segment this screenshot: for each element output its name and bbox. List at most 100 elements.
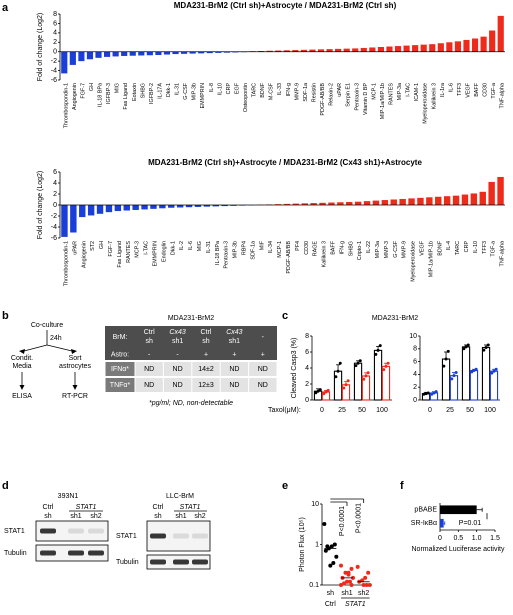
x-tick-label: TARC	[455, 241, 461, 255]
x-tick-label: RANTES	[388, 83, 394, 105]
x-tick-label: EMMPRIN	[152, 241, 158, 267]
x-tick-label: uPAR	[337, 83, 343, 97]
y-tick-label: SR-IκBα	[411, 520, 437, 527]
x-tick-label: Angiogenin	[81, 241, 87, 268]
y-tick-label: -6	[51, 77, 57, 84]
x-tick-label: Resistin	[311, 83, 317, 102]
diagram-node: astrocytes	[59, 363, 91, 370]
x-tick-label: Angiogenin	[72, 83, 78, 110]
bar	[96, 205, 104, 214]
bar	[394, 46, 402, 52]
data-point	[316, 389, 320, 393]
x-tick-label: IL-10	[217, 83, 223, 95]
table-cell-bg	[135, 378, 163, 392]
x-tick-label: CRP	[464, 241, 470, 253]
x-tick-label: GH	[99, 241, 105, 249]
bar	[181, 51, 188, 54]
data-point	[338, 361, 342, 365]
x-tick-label: I-TAC	[144, 241, 150, 255]
x-tick-label: IL-10	[473, 241, 479, 253]
bar	[69, 51, 76, 65]
y-tick-label: 1	[315, 541, 319, 548]
diagram-node: ELISA	[12, 393, 32, 400]
y-tick-label: 4	[305, 365, 309, 372]
x-tick-label: VEGF	[419, 240, 425, 255]
table-header-cell: +	[261, 351, 265, 358]
data-point	[430, 392, 434, 396]
y-tick-label: 8	[53, 11, 57, 18]
x-tick-label: 0.5	[453, 535, 463, 542]
x-tick-label: BDNF	[437, 240, 443, 255]
x-tick-label: TFF3	[482, 241, 488, 254]
diagram-node: Media	[12, 363, 31, 370]
table-cell-bg	[220, 378, 249, 392]
x-tick-label: IFN-g	[339, 241, 345, 254]
x-tick-label: MMP-9	[294, 83, 300, 100]
x-tick-label: TFF3	[457, 83, 463, 96]
y-tick-label: -2	[51, 58, 57, 65]
chart-title: MDA231-BrM2 (Ctrl sh)+Astrocyte / MDA231…	[148, 158, 422, 167]
bar	[103, 51, 111, 57]
p-value: P<0.0001	[339, 506, 346, 536]
bar	[61, 51, 68, 74]
bar	[79, 205, 86, 218]
x-tick-label: IGFBP-3	[106, 83, 112, 104]
x-tick-label: Fas Ligand	[123, 83, 129, 110]
bar	[479, 191, 486, 205]
bar	[408, 198, 415, 205]
table-header-cell: sh1	[172, 338, 183, 345]
x-tick-label: Fas Ligand	[117, 241, 123, 268]
bar	[452, 195, 460, 205]
x-tick-label: MIG	[115, 83, 121, 93]
bar	[497, 15, 504, 52]
blot-row-label: STAT1	[116, 533, 137, 540]
x-tick-label: TARC	[252, 83, 258, 97]
bar	[212, 205, 219, 207]
bar	[105, 205, 113, 213]
data-point	[334, 554, 339, 559]
data-point	[376, 348, 380, 352]
diagram-arrows	[21, 330, 76, 386]
x-tick-label: FGF-7	[80, 83, 86, 99]
bar	[412, 45, 419, 52]
bar	[198, 51, 205, 54]
x-tick-label: BAFF	[330, 240, 336, 254]
bar	[223, 51, 230, 53]
y-tick-label: 10	[409, 333, 417, 340]
data-point	[345, 579, 349, 584]
bar	[335, 48, 342, 52]
data-point	[343, 570, 348, 575]
x-tick-label: MIP-1a/MIP-1b	[428, 241, 434, 277]
x-tick-label: 25	[446, 407, 454, 414]
blot-row-label: STAT1	[4, 528, 25, 535]
x-tick-label: IL-1ra	[440, 83, 446, 97]
x-tick-label: PF4	[295, 241, 301, 251]
table-header-cell: sh	[202, 338, 210, 345]
diagram-node: 24h	[50, 335, 62, 342]
x-tick-label: Pentraxin-3	[354, 83, 360, 111]
table-header-cell: +	[204, 351, 208, 358]
x-tick-label: MIG	[197, 241, 203, 251]
table-header-cell: Cx43	[226, 329, 242, 336]
bar	[417, 197, 424, 205]
x-tick-label: 50	[358, 407, 366, 414]
y-axis-label: Photon Flux (10⁵)	[299, 517, 306, 572]
data-point	[356, 361, 360, 365]
bar	[470, 193, 478, 205]
data-point	[484, 346, 488, 350]
blot-lane: sh1	[175, 513, 186, 520]
x-tick-label: 25	[338, 407, 346, 414]
x-tick-label: CRP	[226, 83, 232, 95]
x-tick-label: TNF-alpha	[500, 241, 506, 266]
table-cell-bg	[135, 362, 163, 376]
x-tick-label: IL-17A	[157, 83, 163, 99]
group-label: STAT1	[345, 601, 366, 608]
y-axis-label: Fold of change (Log2)	[37, 171, 44, 240]
bar	[163, 51, 171, 55]
blot-lane: sh1	[70, 513, 81, 520]
x-tick-label: IL-6	[448, 83, 454, 92]
y-tick-label: 0	[305, 397, 309, 404]
table-header-bg	[105, 326, 277, 360]
data-point	[444, 357, 448, 361]
